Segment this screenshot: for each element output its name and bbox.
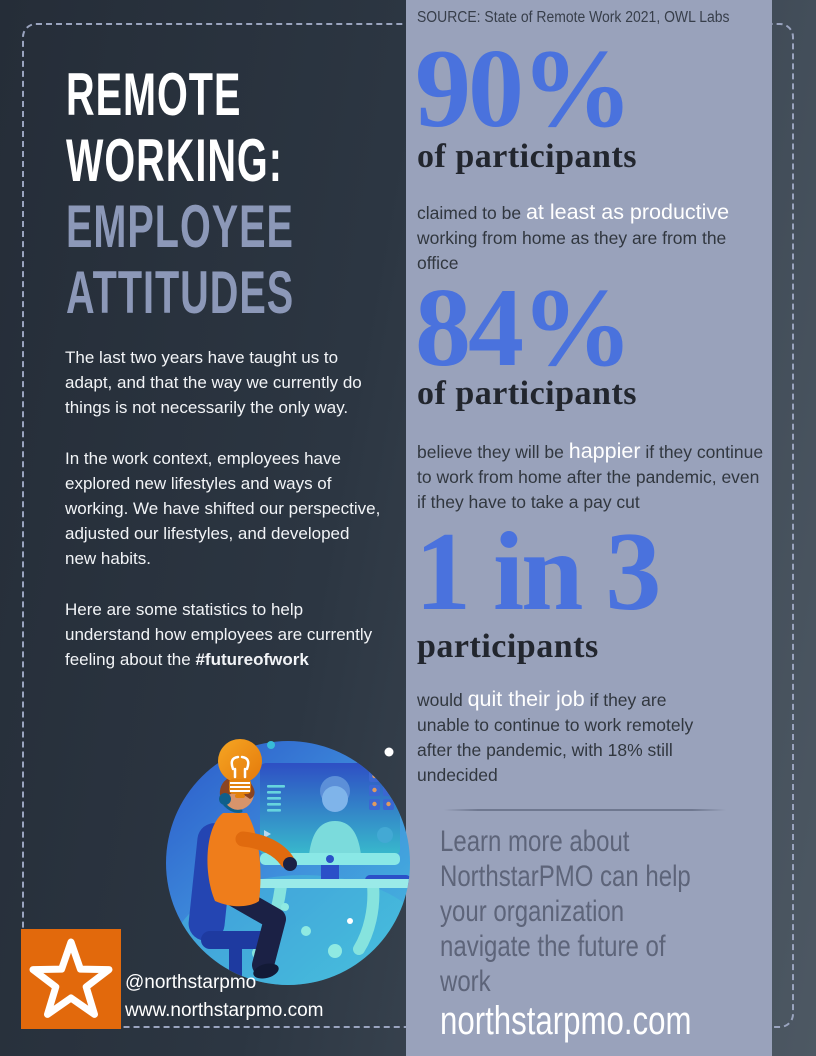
- star-icon: [29, 938, 113, 1018]
- footer-website: northstarpmo.com: [440, 999, 692, 1043]
- stat-label-90: of participants: [417, 138, 637, 175]
- social-links: @northstarpmo www.northstarpmo.com: [125, 969, 324, 1025]
- footer-line: navigate the future of: [440, 930, 666, 963]
- desc-highlight: quit their job: [467, 687, 585, 711]
- screen-avatar-dot: [377, 827, 393, 843]
- play-icon: [264, 830, 271, 838]
- deco-dot-teal: [267, 741, 275, 749]
- intro-text: The last two years have taught us to ada…: [65, 345, 383, 698]
- intro-paragraph-1: The last two years have taught us to ada…: [65, 348, 362, 417]
- desc-post: working from home as they are from the o…: [417, 228, 727, 273]
- desk-top: [251, 879, 410, 888]
- video-call-woman: [309, 776, 361, 855]
- desc-pre: would: [417, 690, 468, 710]
- stat-value-1in3: 1 in 3: [415, 510, 661, 634]
- footer-message: Learn more about NorthstarPMO can help y…: [440, 824, 691, 999]
- hashtag: #futureofwork: [195, 650, 309, 669]
- title-line: ATTITUDES: [66, 259, 295, 326]
- deco-dot-white: [384, 747, 394, 757]
- page-title: REMOTE WORKING: EMPLOYEE ATTITUDES: [66, 62, 294, 326]
- desc-pre: believe they will be: [417, 442, 569, 462]
- intro-paragraph-3-text: Here are some statistics to help underst…: [65, 600, 373, 669]
- footer-line: NorthstarPMO can help: [440, 860, 691, 893]
- remote-worker-illustration: [166, 739, 410, 985]
- title-line: EMPLOYEE: [66, 193, 294, 260]
- northstar-logo: [21, 929, 121, 1029]
- stat-label-84: of participants: [417, 375, 637, 412]
- footer-divider: [444, 809, 726, 811]
- website-url: www.northstarpmo.com: [125, 1000, 324, 1021]
- stat-desc-84: believe they will be happier if they con…: [417, 439, 767, 515]
- monitor-button: [326, 855, 334, 863]
- monitor-stand: [321, 865, 339, 881]
- intro-paragraph-2: In the work context, employees have expl…: [65, 449, 381, 568]
- stat-desc-1in3: would quit their job if they are unable …: [417, 687, 720, 788]
- lightbulb-icon: [218, 739, 262, 798]
- title-line: REMOTE: [66, 61, 242, 128]
- intro-paragraph-3: Here are some statistics to help underst…: [65, 597, 383, 672]
- footer-line: Learn more about: [440, 825, 630, 858]
- title-line: WORKING:: [66, 127, 283, 194]
- desc-post: if they continue to work from home after…: [417, 442, 764, 512]
- screen-menu-lines: [267, 785, 285, 812]
- social-handle: @northstarpmo: [125, 972, 257, 993]
- desc-post: if they are unable to continue to work r…: [417, 690, 694, 785]
- stats-panel: SOURCE: State of Remote Work 2021, OWL L…: [406, 0, 772, 1056]
- desc-highlight: happier: [568, 439, 641, 463]
- stat-desc-90: claimed to be at least as productive wor…: [417, 200, 739, 276]
- footer-line: work: [440, 965, 491, 998]
- stat-value-84: 84%: [415, 266, 633, 390]
- source-citation: SOURCE: State of Remote Work 2021, OWL L…: [417, 9, 730, 26]
- stat-value-90: 90%: [415, 27, 633, 151]
- desc-pre: claimed to be: [417, 203, 526, 223]
- stat-label-1in3: participants: [417, 628, 599, 665]
- footer-line: your organization: [440, 895, 625, 928]
- desc-highlight: at least as productive: [525, 200, 730, 224]
